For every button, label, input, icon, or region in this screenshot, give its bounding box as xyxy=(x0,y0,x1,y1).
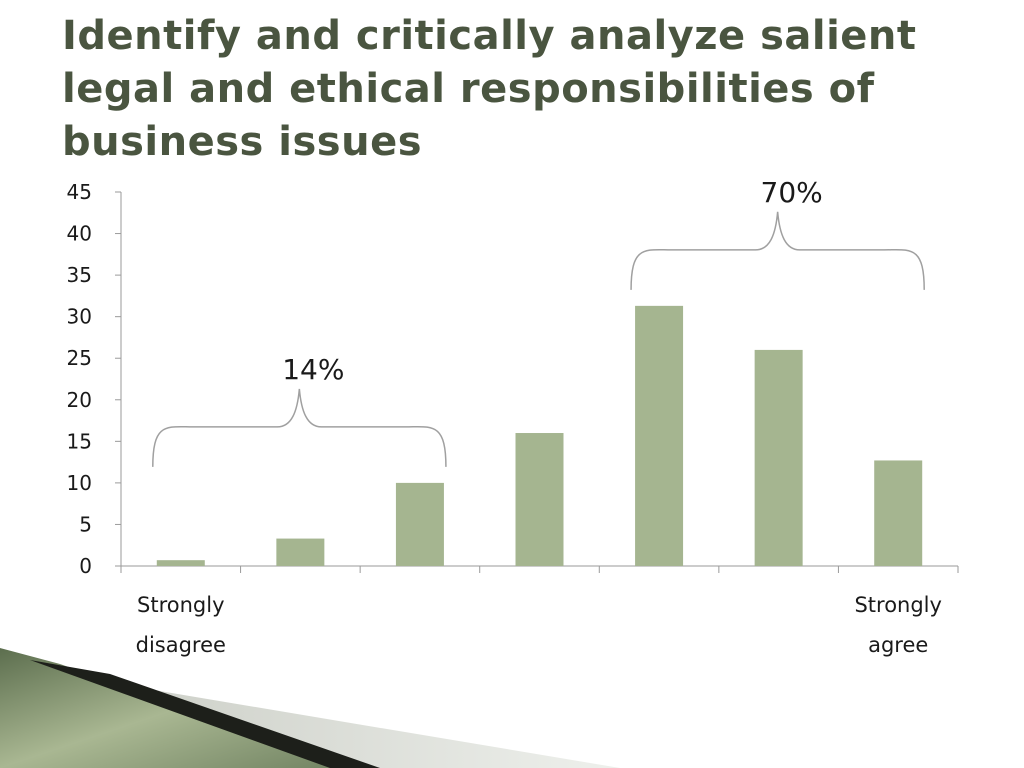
x-category-label: Strongly xyxy=(854,593,942,617)
y-tick-label: 45 xyxy=(67,180,92,204)
bar xyxy=(276,538,325,566)
decor-dark-stroke xyxy=(30,660,380,768)
annotation-brace xyxy=(630,211,925,290)
y-tick-label: 25 xyxy=(67,346,92,370)
annotation-brace xyxy=(152,388,447,467)
x-category-label: agree xyxy=(868,633,928,657)
y-tick-label: 35 xyxy=(67,263,92,287)
slide-title: Identify and critically analyze salient … xyxy=(62,13,917,166)
bar xyxy=(635,305,684,566)
y-tick-label: 40 xyxy=(67,222,92,246)
y-tick-label: 20 xyxy=(67,388,92,412)
y-tick-label: 5 xyxy=(79,512,92,536)
x-category-label: Strongly xyxy=(137,593,225,617)
x-axis xyxy=(120,565,959,573)
y-axis: 0 5 10 15 20 25 30 35 40 45 xyxy=(67,180,122,578)
y-tick-label: 10 xyxy=(67,471,92,495)
x-category-label: disagree xyxy=(136,633,226,657)
bar xyxy=(156,560,205,566)
y-tick-label: 0 xyxy=(79,554,92,578)
bar xyxy=(515,433,564,566)
bar xyxy=(754,349,803,566)
bar xyxy=(874,460,923,566)
y-tick-label: 15 xyxy=(67,429,92,453)
decor-grey-sweep xyxy=(70,676,620,768)
x-axis-labels: Strongly disagree Strongly agree xyxy=(136,593,942,657)
bars xyxy=(156,305,923,566)
bar xyxy=(395,482,444,566)
annotation-label: 70% xyxy=(761,176,823,209)
annotations: 14% 70% xyxy=(152,176,925,467)
annotation-label: 14% xyxy=(282,353,344,386)
y-tick-label: 30 xyxy=(67,305,92,329)
